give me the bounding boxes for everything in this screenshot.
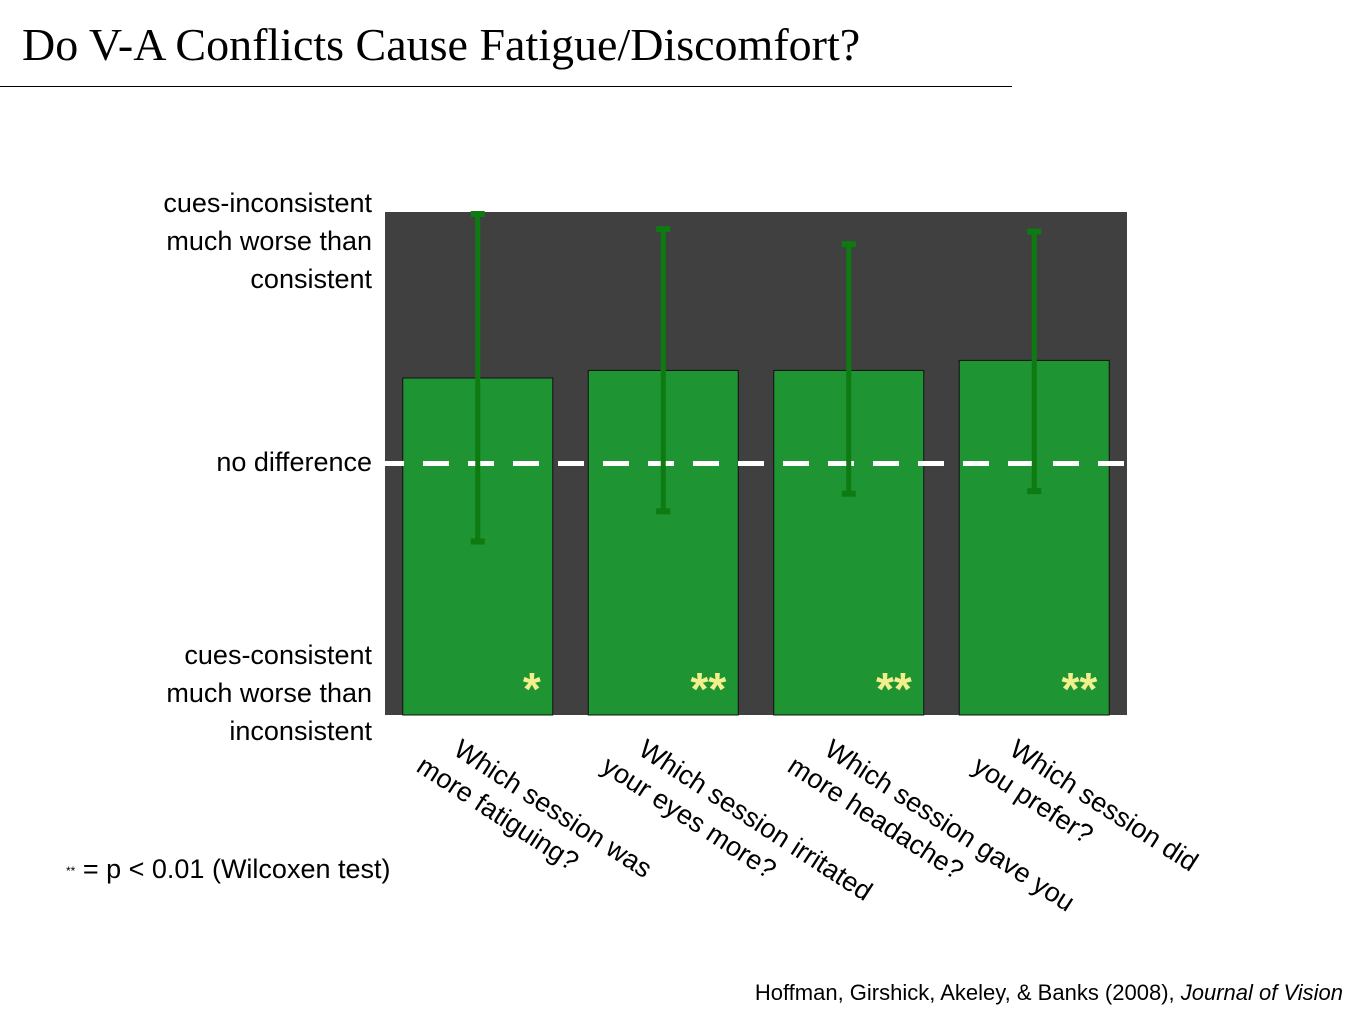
footnote-text: = p < 0.01 (Wilcoxen test) bbox=[75, 854, 391, 884]
significance-mark: ** bbox=[1061, 663, 1097, 715]
y-tick-label-line: much worse than bbox=[166, 678, 372, 708]
title-divider bbox=[0, 86, 1012, 87]
y-tick-label-line: cues-inconsistent bbox=[163, 188, 372, 218]
y-tick-label: cues-consistent much worse than inconsiste… bbox=[166, 636, 372, 750]
significance-mark: ** bbox=[690, 663, 726, 715]
significance-mark: * bbox=[523, 663, 541, 715]
footnote-marker: ** bbox=[66, 864, 76, 878]
y-tick-label-line: cues-consistent bbox=[184, 640, 372, 670]
significance-mark: ** bbox=[876, 663, 912, 715]
page-title: Do V-A Conflicts Cause Fatigue/Discomfor… bbox=[22, 19, 861, 70]
citation-journal: Journal of Vision bbox=[1180, 980, 1343, 1005]
citation: Hoffman, Girshick, Akeley, & Banks (2008… bbox=[755, 980, 1343, 1006]
citation-authors: Hoffman, Girshick, Akeley, & Banks (2008… bbox=[754, 980, 1181, 1005]
significance-footnote: ** = p < 0.01 (Wilcoxen test) bbox=[66, 854, 390, 885]
y-tick-label-line: much worse than bbox=[166, 226, 372, 256]
y-tick-label-line: no difference bbox=[216, 446, 372, 477]
y-tick-label-line: inconsistent bbox=[229, 716, 372, 746]
y-tick-label: cues-inconsistent much worse than consiste… bbox=[163, 184, 372, 298]
y-tick-label-line: consistent bbox=[250, 264, 372, 294]
y-tick-label: no difference bbox=[216, 443, 372, 481]
